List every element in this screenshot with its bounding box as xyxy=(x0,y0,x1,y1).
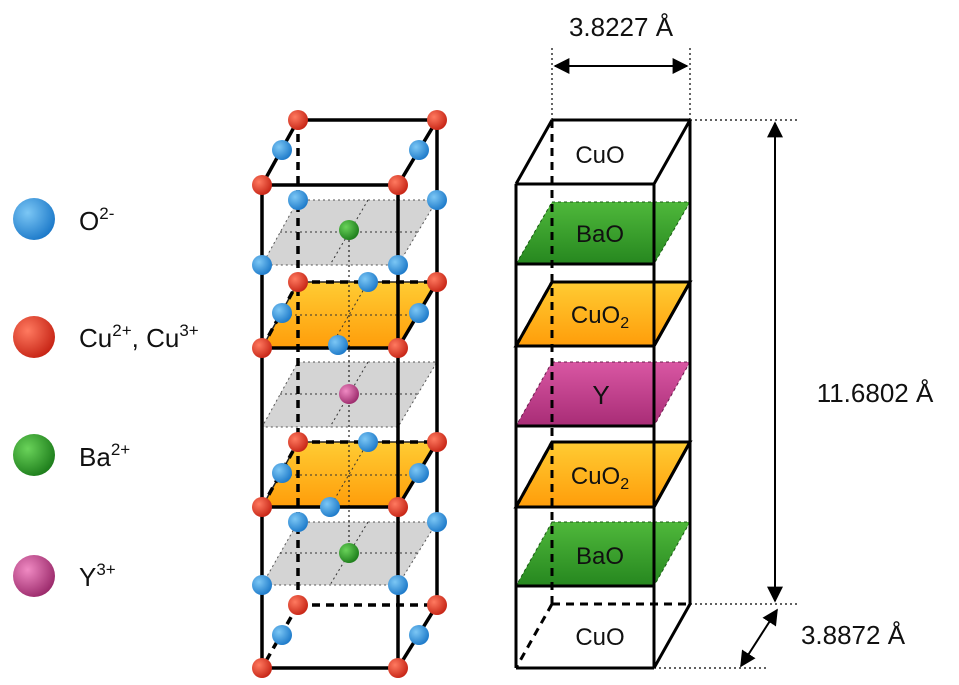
oxygen-atoms xyxy=(252,140,447,645)
stack-edges xyxy=(514,118,692,670)
layer-label-cuo-top: CuO xyxy=(575,142,624,169)
dim-b-arrow xyxy=(740,608,778,668)
stack-edges-hidden xyxy=(514,120,690,669)
atomic-unit-cell xyxy=(252,110,447,678)
dim-a-label: 3.8227 Å xyxy=(569,12,674,42)
dim-b-label: 3.8872 Å xyxy=(801,620,906,650)
layer-plane-bao-upper xyxy=(515,201,691,265)
legend-item-copper: Cu2+, Cu3+ xyxy=(13,316,199,358)
barium-legend-marker xyxy=(13,434,55,476)
cuo2-grid-lines xyxy=(280,281,418,508)
oxygen-legend-marker xyxy=(13,198,55,240)
legend-label-yttrium: Y3+ xyxy=(79,560,116,592)
layer-label-cuo2-upper: CuO2 xyxy=(571,302,629,332)
copper-atoms xyxy=(252,110,447,678)
copper-legend-marker xyxy=(13,316,55,358)
layer-label-cuo-bottom: CuO xyxy=(575,624,624,651)
layer-label-cuo2-lower: CuO2 xyxy=(571,463,629,493)
legend-item-yttrium: Y3+ xyxy=(13,555,116,597)
layer-label-bao-upper: BaO xyxy=(576,221,624,248)
legend-label-copper: Cu2+, Cu3+ xyxy=(79,321,199,353)
legend-item-oxygen: O2- xyxy=(13,198,114,240)
dim-c-label: 11.6802 Å xyxy=(817,378,934,408)
layer-label-bao-lower: BaO xyxy=(576,543,624,570)
legend-label-barium: Ba2+ xyxy=(79,440,130,472)
legend-label-oxygen: O2- xyxy=(79,204,114,236)
legend-item-barium: Ba2+ xyxy=(13,434,130,476)
layer-stack-diagram: CuO BaO CuO2 Y CuO2 BaO CuO xyxy=(513,118,693,670)
legend: O2- Cu2+, Cu3+ Ba2+ Y3+ xyxy=(13,198,199,597)
barium-atoms xyxy=(339,220,359,563)
layer-label-y: Y xyxy=(592,380,609,410)
dimension-annotations: 3.8227 Å 11.6802 Å 3.8872 Å xyxy=(551,12,934,669)
cell-edges-hidden xyxy=(260,120,437,669)
yttrium-atom xyxy=(339,384,359,404)
yttrium-legend-marker xyxy=(13,555,55,597)
